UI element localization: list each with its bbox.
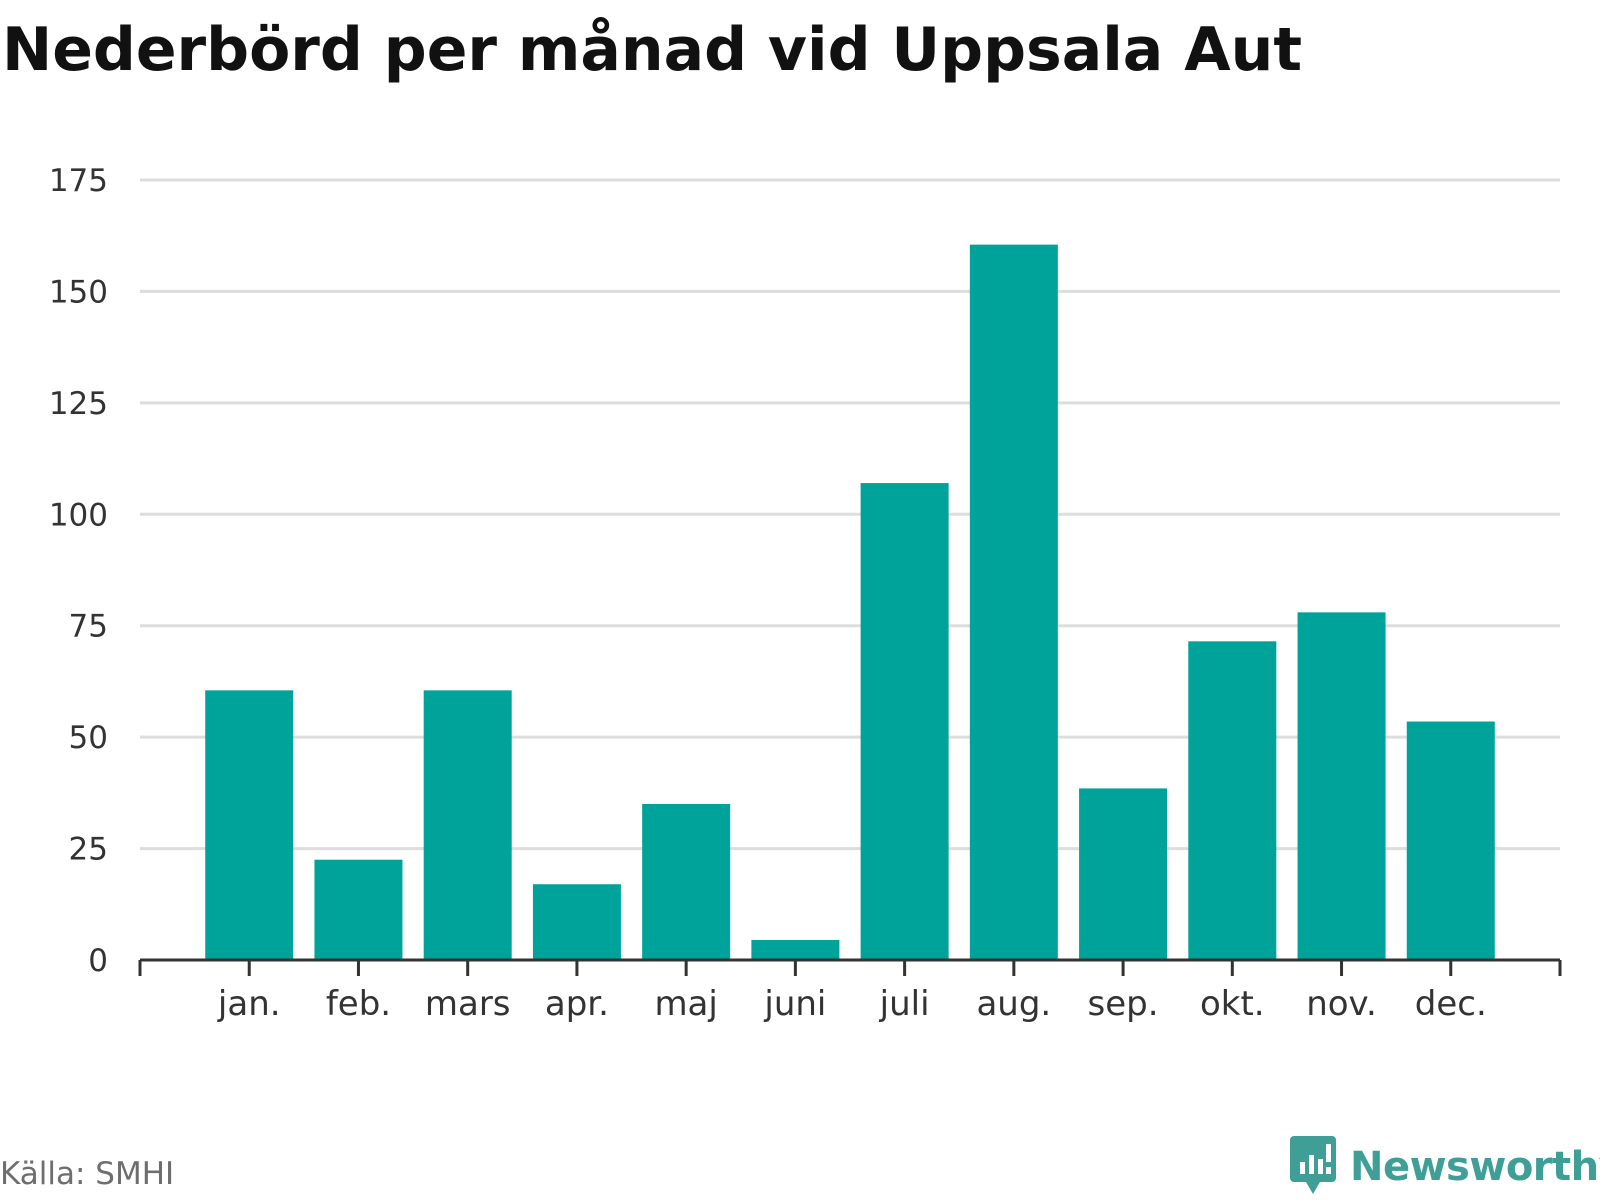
newsworthy-logo-icon xyxy=(1288,1134,1338,1200)
bar xyxy=(751,939,840,960)
x-axis-tick-labels: jan. feb. mars apr. maj juni juli aug. sep. okt. n… xyxy=(217,984,1487,1024)
x-tick-label: jan. xyxy=(217,984,281,1024)
bar xyxy=(1297,612,1386,960)
bar xyxy=(314,859,403,960)
x-tick-label: dec. xyxy=(1415,984,1487,1024)
y-tick-label: 100 xyxy=(49,497,108,533)
bar xyxy=(532,884,621,960)
bar xyxy=(1406,721,1495,960)
x-axis xyxy=(138,958,1562,976)
chart-title: Nederbörd per månad vid Uppsala Aut xyxy=(2,15,1303,85)
bar-series xyxy=(205,244,1495,961)
x-tick-label: maj xyxy=(654,984,717,1024)
x-tick-label: feb. xyxy=(326,984,391,1024)
bar xyxy=(969,244,1058,961)
brand-name: Newsworthy xyxy=(1350,1144,1600,1190)
bar xyxy=(642,804,731,960)
bar xyxy=(1079,788,1168,960)
source-note: Källa: SMHI xyxy=(0,1156,175,1192)
y-tick-label: 150 xyxy=(49,274,108,310)
x-tick-label: mars xyxy=(425,984,511,1024)
y-tick-label: 175 xyxy=(49,163,108,199)
x-tick-label: apr. xyxy=(545,984,609,1024)
x-tick-label: nov. xyxy=(1306,984,1377,1024)
x-tick-label: aug. xyxy=(976,984,1051,1024)
gridlines xyxy=(140,178,1560,851)
bar xyxy=(205,690,294,960)
y-axis-tick-labels: 0 25 50 75 100 125 150 175 xyxy=(49,163,108,979)
x-tick-label: juni xyxy=(763,984,826,1024)
bar xyxy=(1188,641,1277,960)
bar xyxy=(423,690,512,960)
y-tick-label: 125 xyxy=(49,386,108,422)
x-tick-label: sep. xyxy=(1088,984,1159,1024)
y-tick-label: 50 xyxy=(69,720,108,756)
bar xyxy=(860,483,949,960)
brand-logo[interactable]: Newsworthy xyxy=(1288,1136,1600,1198)
y-tick-label: 25 xyxy=(69,832,108,868)
y-tick-label: 0 xyxy=(88,943,108,979)
y-tick-label: 75 xyxy=(69,609,108,645)
x-tick-label: okt. xyxy=(1200,984,1265,1024)
x-tick-label: juli xyxy=(879,984,930,1024)
